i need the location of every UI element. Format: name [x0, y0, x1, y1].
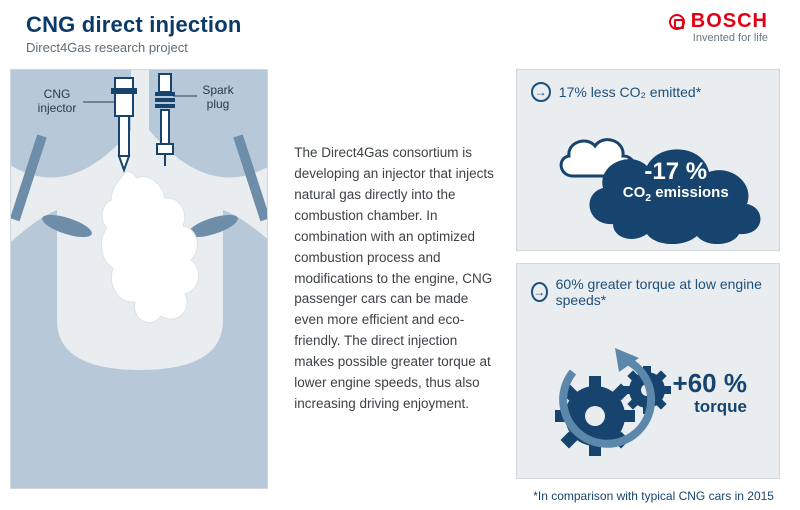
- arrow-right-icon: →: [531, 82, 551, 102]
- engine-diagram-panel: CNG injector Spark plug: [4, 63, 268, 493]
- header: CNG direct injection Direct4Gas research…: [0, 0, 800, 63]
- brand-name-text: BOSCH: [691, 10, 768, 33]
- page-subtitle: Direct4Gas research project: [26, 40, 241, 55]
- co2-heading: 17% less CO₂ emitted*: [559, 84, 701, 100]
- brand-logo: BOSCH: [669, 10, 768, 33]
- stats-column: → 17% less CO₂ emitted* -17 % CO2 emissi…: [516, 63, 780, 493]
- arrow-right-icon: →: [531, 282, 548, 302]
- co2-value: -17 %: [623, 158, 729, 186]
- engine-svg: [11, 70, 268, 489]
- description-column: The Direct4Gas consortium is developing …: [284, 63, 500, 493]
- brand-block: BOSCH Invented for life: [669, 10, 768, 44]
- description-text: The Direct4Gas consortium is developing …: [294, 143, 496, 415]
- infographic-root: CNG direct injection Direct4Gas research…: [0, 0, 800, 510]
- torque-value: +60 %: [673, 368, 747, 399]
- gears-icon: [549, 344, 689, 464]
- co2-value-block: -17 % CO2 emissions: [623, 158, 729, 204]
- footnote: *In comparison with typical CNG cars in …: [516, 489, 780, 503]
- co2-card: → 17% less CO₂ emitted* -17 % CO2 emissi…: [516, 69, 780, 251]
- co2-label: CO2 emissions: [623, 184, 729, 204]
- brand-icon: [669, 14, 685, 30]
- engine-diagram: CNG injector Spark plug: [10, 69, 268, 489]
- page-title: CNG direct injection: [26, 12, 241, 38]
- brand-tagline: Invented for life: [669, 32, 768, 44]
- torque-card: → 60% greater torque at low engine speed…: [516, 263, 780, 479]
- torque-heading: 60% greater torque at low engine speeds*: [556, 276, 765, 308]
- label-spark-plug: Spark plug: [193, 84, 243, 112]
- label-cng-injector: CNG injector: [29, 88, 85, 116]
- torque-label: torque: [673, 397, 747, 417]
- content-row: CNG injector Spark plug The Direct4Gas c…: [0, 63, 800, 493]
